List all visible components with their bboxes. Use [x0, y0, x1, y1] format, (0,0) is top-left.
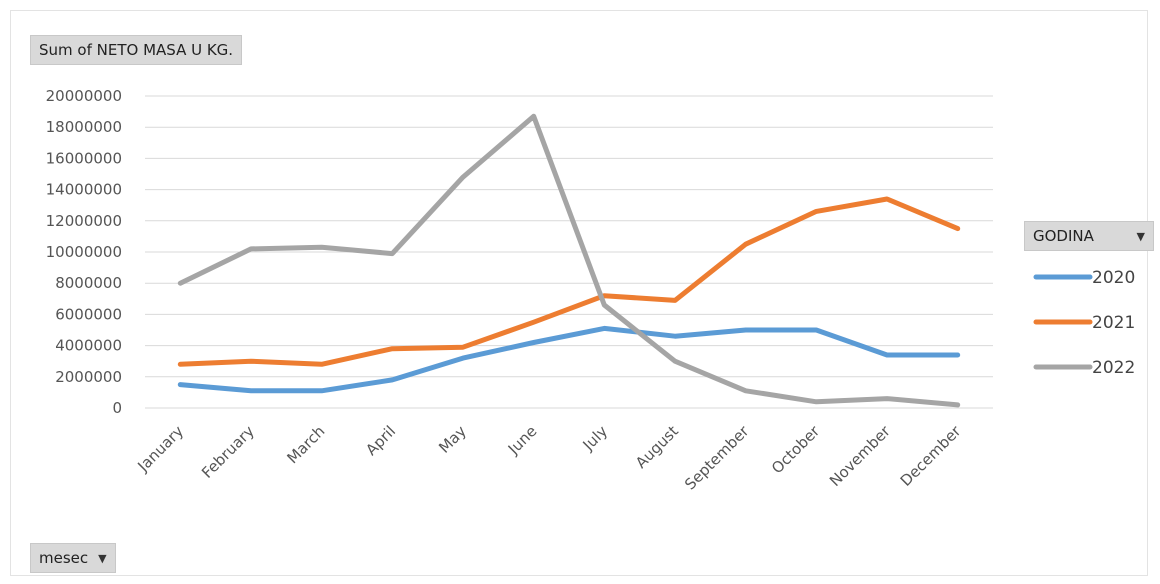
x-tick-label: July	[579, 422, 612, 455]
values-field-label: Sum of NETO MASA U KG.	[39, 41, 234, 59]
axis-field-button[interactable]: mesec ▼	[30, 543, 116, 573]
series-lines	[177, 113, 961, 408]
y-tick-label: 20000000	[46, 87, 122, 105]
y-tick-label: 12000000	[46, 212, 122, 230]
y-tick-label: 0	[112, 399, 122, 417]
series-line-2022	[177, 113, 961, 408]
x-tick-label: May	[435, 422, 470, 457]
legend-label: 2020	[1092, 268, 1135, 288]
y-axis-ticks: 0 2000000 4000000 6000000 8000000 10000000 120…	[46, 87, 122, 417]
series-line-2020	[177, 325, 961, 394]
gridlines	[145, 95, 993, 409]
y-tick-label: 16000000	[46, 149, 122, 167]
legend-label: 2021	[1092, 313, 1135, 333]
y-tick-label: 14000000	[46, 181, 122, 199]
legend-field-button[interactable]: GODINA ▼	[1024, 221, 1154, 251]
caret-down-icon[interactable]: ▼	[98, 551, 107, 565]
axis-field-label: mesec	[39, 549, 89, 567]
y-tick-label: 2000000	[55, 368, 122, 386]
x-tick-label: August	[632, 422, 682, 472]
y-tick-label: 6000000	[55, 305, 122, 323]
x-tick-label: December	[897, 422, 965, 490]
caret-down-icon[interactable]: ▼	[1136, 229, 1145, 243]
x-axis-ticks: January February March April May June July Augu…	[134, 422, 966, 494]
y-tick-label: 8000000	[55, 274, 122, 292]
legend: 2020 2021 2022	[1033, 268, 1135, 378]
y-tick-label: 10000000	[46, 243, 122, 261]
x-tick-label: January	[134, 422, 188, 476]
y-tick-label: 18000000	[46, 118, 122, 136]
legend-field-label: GODINA	[1033, 227, 1094, 245]
x-tick-label: April	[362, 422, 399, 459]
values-field-button[interactable]: Sum of NETO MASA U KG.	[30, 35, 243, 65]
chart-area	[10, 10, 1148, 576]
x-tick-label: October	[768, 422, 824, 478]
y-tick-label: 4000000	[55, 337, 122, 355]
legend-label: 2022	[1092, 358, 1135, 378]
series-line-2021	[177, 196, 961, 367]
x-tick-label: March	[283, 422, 328, 467]
x-tick-label: September	[681, 422, 753, 494]
x-tick-label: June	[504, 422, 541, 459]
x-tick-label: November	[826, 422, 894, 490]
x-tick-label: February	[198, 422, 258, 482]
